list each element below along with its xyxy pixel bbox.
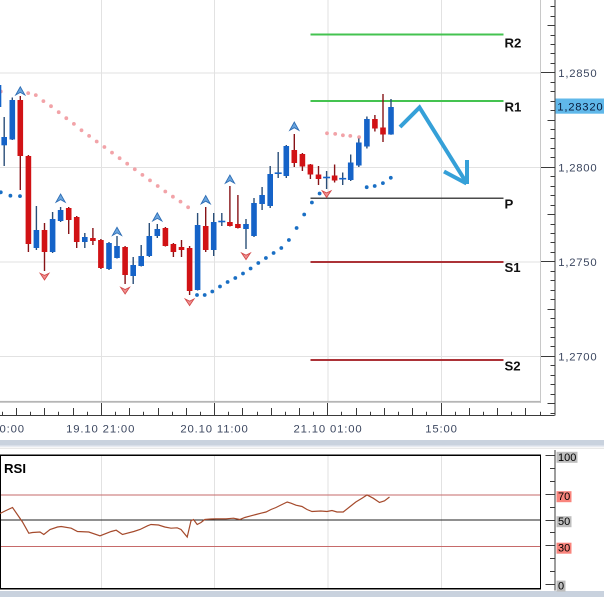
svg-text:21.10 01:00: 21.10 01:00 (293, 424, 362, 436)
svg-text:19.10 21:00: 19.10 21:00 (66, 424, 135, 436)
svg-text:1,2750: 1,2750 (558, 257, 597, 269)
svg-text:RSI: RSI (4, 461, 26, 476)
svg-text:50: 50 (558, 516, 570, 528)
svg-text:100: 100 (558, 452, 576, 464)
svg-text:1,2700: 1,2700 (558, 352, 597, 364)
svg-text:20.10 11:00: 20.10 11:00 (180, 424, 248, 436)
svg-text:P: P (505, 197, 514, 212)
svg-text:R1: R1 (505, 99, 522, 114)
svg-text:30: 30 (558, 543, 570, 555)
svg-text:0:00: 0:00 (0, 424, 25, 436)
svg-text:70: 70 (558, 491, 570, 503)
svg-text:1,28320: 1,28320 (557, 102, 603, 114)
svg-text:S2: S2 (505, 359, 521, 374)
svg-text:0: 0 (558, 581, 564, 593)
svg-text:R2: R2 (505, 36, 522, 51)
svg-text:15:00: 15:00 (425, 424, 458, 436)
svg-text:1,2850: 1,2850 (558, 68, 597, 80)
svg-text:S1: S1 (505, 260, 521, 275)
svg-text:1,2800: 1,2800 (558, 163, 597, 175)
